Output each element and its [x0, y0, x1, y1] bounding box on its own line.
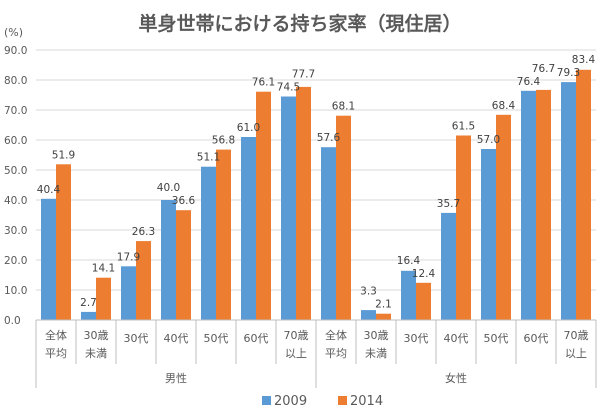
data-label: 2.1: [375, 299, 392, 311]
data-label: 83.4: [572, 54, 596, 66]
data-label: 51.1: [197, 152, 220, 164]
bar-2014: [336, 115, 351, 320]
bar-2009: [481, 149, 496, 320]
category-label: 未満: [365, 347, 387, 360]
category-label: 30代: [404, 332, 429, 345]
group-label: 女性: [445, 371, 467, 385]
bar-2009: [361, 310, 376, 320]
legend-label: 2014: [350, 394, 383, 409]
y-tick-label: 10.0: [4, 285, 27, 297]
bar-2009: [441, 212, 456, 320]
category-label: 50代: [204, 332, 229, 345]
category-label: 全体: [45, 328, 67, 342]
y-tick-label: 50.0: [4, 165, 27, 177]
y-tick-label: 0.0: [4, 315, 21, 327]
data-label: 16.4: [397, 255, 421, 267]
data-label: 61.0: [237, 122, 260, 134]
y-tick-label: 80.0: [4, 75, 27, 87]
category-label: 40代: [444, 332, 469, 345]
data-label: 61.5: [452, 121, 475, 133]
bar-2014: [96, 277, 111, 320]
bar-2009: [241, 137, 256, 320]
data-label: 14.1: [92, 263, 115, 275]
category-label: 平均: [325, 347, 347, 360]
data-label: 68.4: [492, 100, 516, 112]
category-label: 全体: [325, 328, 347, 342]
y-axis-label: (%): [4, 26, 23, 39]
bar-2009: [521, 90, 536, 320]
bar-2009: [121, 266, 136, 320]
bar-2014: [576, 69, 591, 320]
data-label: 12.4: [412, 268, 436, 280]
bar-2014: [176, 210, 191, 320]
bar-2014: [56, 164, 71, 320]
category-label: 以上: [285, 347, 307, 360]
data-label: 2.7: [80, 297, 97, 309]
data-label: 57.0: [477, 134, 500, 146]
data-label: 79.3: [557, 67, 580, 79]
data-label: 35.7: [437, 198, 460, 210]
category-label: 30歳: [84, 329, 109, 342]
data-label: 76.1: [252, 77, 275, 89]
data-label: 77.7: [292, 69, 315, 81]
bar-2009: [81, 311, 96, 320]
y-tick-label: 90.0: [4, 45, 27, 57]
bar-2009: [201, 166, 216, 320]
bar-2014: [216, 149, 231, 320]
category-label: 平均: [45, 347, 67, 360]
bar-2014: [496, 114, 511, 320]
legend-swatch: [338, 396, 347, 405]
y-tick-label: 60.0: [4, 135, 27, 147]
bar-2009: [401, 270, 416, 320]
category-label: 70歳: [564, 329, 589, 342]
group-label: 男性: [165, 371, 187, 385]
bar-2014: [536, 89, 551, 321]
category-label: 以上: [565, 347, 587, 360]
legend-swatch: [262, 396, 271, 405]
data-label: 36.6: [172, 195, 196, 207]
data-label: 51.9: [52, 149, 75, 161]
y-tick-label: 30.0: [4, 225, 27, 237]
data-label: 40.0: [157, 182, 180, 194]
y-tick-label: 20.0: [4, 255, 27, 267]
chart-title: 単身世帯における持ち家率（現住居）: [138, 12, 461, 35]
bar-2014: [456, 135, 471, 320]
bar-2014: [256, 91, 271, 320]
category-label: 30代: [124, 332, 149, 345]
y-tick-label: 40.0: [4, 195, 27, 207]
bar-2009: [561, 82, 576, 320]
bar-2014: [376, 313, 391, 320]
category-label: 未満: [85, 347, 107, 360]
category-label: 30歳: [364, 329, 389, 342]
bar-2009: [161, 200, 176, 320]
category-label: 60代: [244, 332, 269, 345]
data-label: 76.4: [517, 76, 541, 88]
data-label: 56.8: [212, 135, 235, 147]
bar-2009: [321, 147, 336, 320]
category-label: 60代: [524, 332, 549, 345]
bar-2014: [416, 282, 431, 320]
data-label: 17.9: [117, 251, 140, 263]
data-label: 40.4: [37, 184, 61, 196]
data-label: 68.1: [332, 101, 355, 113]
data-label: 3.3: [360, 286, 377, 298]
bar-2014: [136, 241, 151, 320]
category-label: 70歳: [284, 329, 309, 342]
bar-2014: [296, 86, 311, 321]
data-label: 57.6: [317, 132, 341, 144]
data-label: 26.3: [132, 226, 155, 238]
category-label: 40代: [164, 332, 189, 345]
data-label: 74.5: [277, 82, 300, 94]
data-label: 76.7: [532, 63, 555, 75]
legend-label: 2009: [274, 394, 307, 409]
category-label: 50代: [484, 332, 509, 345]
y-tick-label: 70.0: [4, 105, 27, 117]
bar-2009: [41, 198, 56, 320]
bar-2009: [281, 96, 296, 320]
